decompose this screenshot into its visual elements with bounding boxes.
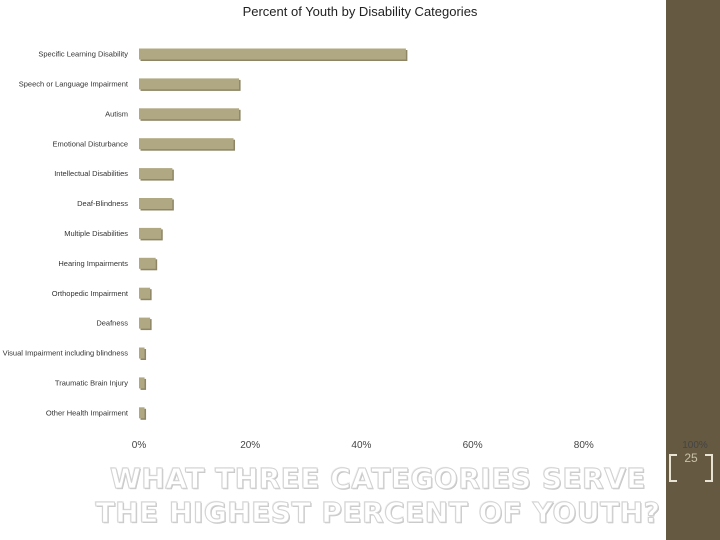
category-label: Emotional Disturbance (53, 139, 128, 148)
bar (139, 198, 173, 209)
x-tick-label: 40% (351, 440, 371, 451)
x-tick-label: 60% (463, 440, 483, 451)
left-bracket-icon (669, 454, 677, 482)
x-tick-label: 20% (240, 440, 260, 451)
right-bracket-icon (705, 454, 713, 482)
x-axis-ticks: 0% 20% 40% 60% 80% 100% (132, 440, 708, 451)
category-label: Speech or Language Impairment (19, 80, 129, 89)
category-label: Deaf-Blindness (77, 199, 128, 208)
slide-number: 25 (668, 446, 714, 486)
bar (139, 317, 151, 329)
bar (139, 377, 145, 389)
category-label: Intellectual Disabilities (54, 169, 128, 178)
question-heading: WHAT THREE CATEGORIES SERVE THE HIGHEST … (95, 462, 661, 530)
x-tick-label: 0% (132, 440, 147, 451)
bar (139, 138, 234, 150)
bar (139, 48, 406, 60)
bar (139, 78, 240, 90)
x-tick-label: 80% (574, 440, 594, 451)
category-labels: Specific Learning Disability Speech or La… (3, 50, 129, 418)
category-label: Visual Impairment including blindness (3, 349, 129, 358)
x-tick-label: 100% (682, 440, 708, 451)
category-label: Hearing Impairments (58, 259, 128, 268)
bar (139, 257, 156, 269)
slide-number-text: 25 (684, 451, 698, 465)
bar (139, 168, 173, 180)
category-label: Multiple Disabilities (64, 229, 128, 238)
category-label: Orthopedic Impairment (52, 289, 129, 298)
bar (139, 407, 145, 419)
bar (139, 287, 151, 299)
bars-layer (139, 48, 408, 420)
category-label: Other Health Impairment (46, 408, 129, 417)
bar (139, 108, 240, 120)
category-label: Autism (105, 109, 128, 118)
category-label: Specific Learning Disability (38, 50, 128, 59)
chart-title: Percent of Youth by Disability Categorie… (243, 4, 478, 19)
side-band (666, 0, 720, 540)
category-label: Deafness (96, 319, 128, 328)
bar (139, 347, 145, 359)
bar (139, 227, 162, 239)
category-label: Traumatic Brain Injury (55, 379, 128, 388)
